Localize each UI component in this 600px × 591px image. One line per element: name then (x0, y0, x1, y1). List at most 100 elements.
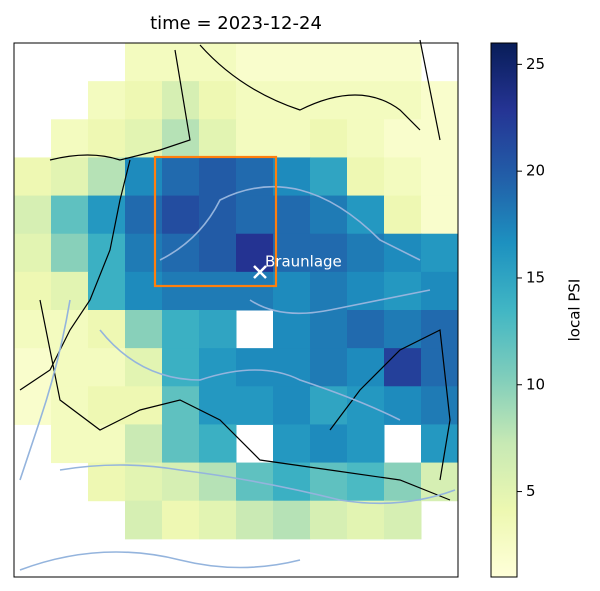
grid-cell (125, 81, 163, 120)
grid-cell (236, 500, 274, 540)
colorbar-tick-label: 25 (526, 55, 545, 73)
grid-cell (236, 386, 274, 425)
grid-cell (421, 386, 459, 425)
grid-cell (162, 500, 200, 540)
grid-cell (347, 233, 385, 273)
grid-cell (199, 81, 237, 120)
grid-cell (310, 195, 348, 235)
grid-cell (162, 195, 200, 235)
grid-cell (14, 157, 52, 197)
grid-cell (273, 271, 311, 311)
grid-cell (273, 81, 311, 120)
grid-cell (384, 81, 422, 120)
title: time = 2023-12-24 (150, 13, 322, 34)
grid-cell (273, 43, 311, 82)
grid-cell (14, 386, 52, 425)
grid-cell (384, 195, 422, 235)
grid-cell (199, 233, 237, 273)
grid-cell (236, 119, 274, 158)
grid-cell (310, 348, 348, 387)
grid-cell (14, 195, 52, 235)
grid-cell (273, 195, 311, 235)
grid-cell (162, 424, 200, 464)
grid-cell (384, 386, 422, 425)
grid-cell (384, 271, 422, 311)
grid-cell (125, 157, 163, 197)
grid-cell (14, 271, 52, 311)
grid-cell (236, 81, 274, 120)
grid-cell (125, 271, 163, 311)
heatmap (14, 43, 459, 540)
grid-cell (125, 43, 163, 82)
grid-cell (88, 271, 126, 311)
grid-cell (273, 348, 311, 387)
grid-cell (347, 386, 385, 425)
grid-cell (14, 233, 52, 273)
grid-cell (236, 348, 274, 387)
grid-cell (310, 310, 348, 349)
grid-cell (162, 157, 200, 197)
grid-cell (421, 348, 459, 387)
grid-cell (162, 386, 200, 425)
grid-cell (347, 310, 385, 349)
grid-cell (347, 157, 385, 197)
grid-cell (199, 119, 237, 158)
grid-cell (384, 500, 422, 540)
grid-cell (199, 157, 237, 197)
grid-cell (421, 81, 459, 120)
grid-cell (88, 310, 126, 349)
grid-cell (310, 500, 348, 540)
colorbar-tick-label: 15 (526, 268, 545, 286)
grid-cell (384, 157, 422, 197)
grid-cell (199, 348, 237, 387)
grid-cell (199, 310, 237, 349)
grid-cell (421, 195, 459, 235)
grid-cell (273, 157, 311, 197)
grid-cell (273, 119, 311, 158)
grid-cell (162, 233, 200, 273)
grid-cell (310, 157, 348, 197)
grid-cell (88, 462, 126, 502)
grid-cell (347, 462, 385, 502)
grid-cell (347, 500, 385, 540)
grid-cell (347, 271, 385, 311)
map-frame (13, 42, 459, 578)
grid-cell (51, 233, 89, 273)
grid-cell (88, 81, 126, 120)
region-box (153, 155, 278, 288)
grid-cell (273, 386, 311, 425)
grid-cell (421, 424, 459, 464)
colorbar-label: local PSI (566, 279, 584, 342)
grid-cell (199, 500, 237, 540)
grid-cell (162, 271, 200, 311)
borders (19, 39, 451, 501)
grid-cell (88, 233, 126, 273)
grid-cell (310, 43, 348, 82)
grid-cell (162, 119, 200, 158)
grid-cell (273, 233, 311, 273)
grid-cell (88, 424, 126, 464)
grid-cell (421, 310, 459, 349)
grid-cell (273, 500, 311, 540)
grid-cell (310, 119, 348, 158)
grid-cell (125, 119, 163, 158)
grid-cell (421, 157, 459, 197)
grid-cell (125, 424, 163, 464)
grid-cell (162, 348, 200, 387)
grid-cell (88, 348, 126, 387)
grid-cell (51, 386, 89, 425)
grid-cell (310, 386, 348, 425)
grid-cell (310, 81, 348, 120)
location-marker (253, 265, 267, 279)
grid-cell (51, 424, 89, 464)
colorbar (490, 42, 518, 578)
grid-cell (310, 424, 348, 464)
colorbar-tick-label: 5 (526, 482, 536, 500)
grid-cell (125, 462, 163, 502)
colorbar-tick-label: 20 (526, 162, 545, 180)
grid-cell (384, 462, 422, 502)
grid-cell (51, 119, 89, 158)
grid-cell (162, 43, 200, 82)
grid-cell (236, 195, 274, 235)
grid-cell (347, 119, 385, 158)
